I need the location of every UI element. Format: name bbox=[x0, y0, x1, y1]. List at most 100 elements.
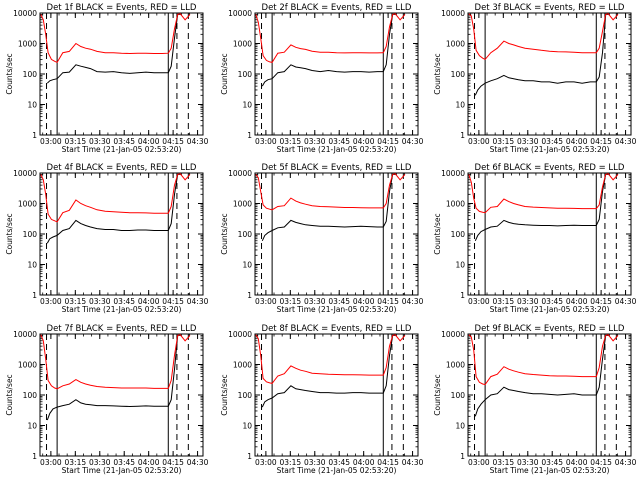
y-tick-label: 10000 bbox=[228, 9, 252, 18]
x-tick-label: 04:15 bbox=[377, 297, 399, 306]
y-tick-label: 100 bbox=[238, 391, 253, 400]
x-tick-label: 03:15 bbox=[280, 297, 302, 306]
y-tick-label: 10000 bbox=[441, 330, 465, 339]
x-tick-label: 04:30 bbox=[615, 137, 637, 146]
detector-panel: Det 2f BLACK = Events, RED = LLD 1 10 100 10… bbox=[220, 3, 424, 154]
y-tick-label: 10000 bbox=[228, 169, 252, 178]
y-tick-label: 1 bbox=[460, 131, 465, 140]
y-tick-label: 100 bbox=[23, 230, 38, 239]
x-tick-label: 04:00 bbox=[353, 458, 375, 467]
x-axis-label: Start Time (21-Jan-05 02:53:20) bbox=[490, 305, 610, 314]
x-tick-label: 03:45 bbox=[328, 458, 350, 467]
x-tick-label: 03:15 bbox=[493, 458, 515, 467]
x-tick-label: 03:00 bbox=[40, 297, 62, 306]
events-series-line bbox=[46, 13, 182, 84]
y-tick-label: 1 bbox=[32, 291, 37, 300]
x-tick-label: 03:45 bbox=[328, 137, 350, 146]
panel-title: Det 5f BLACK = Events, RED = LLD bbox=[262, 163, 412, 173]
y-tick-label: 10 bbox=[455, 261, 465, 270]
lld-series-line bbox=[468, 173, 619, 214]
x-tick-label: 03:45 bbox=[541, 297, 563, 306]
detector-panel: Det 9f BLACK = Events, RED = LLD 1 10 100 10… bbox=[433, 324, 637, 475]
lld-series-line bbox=[468, 334, 619, 386]
y-tick-label: 1 bbox=[247, 131, 252, 140]
y-tick-label: 1000 bbox=[233, 200, 252, 209]
x-tick-label: 04:30 bbox=[187, 137, 209, 146]
y-tick-label: 10 bbox=[242, 422, 252, 431]
panel-title: Det 4f BLACK = Events, RED = LLD bbox=[47, 163, 197, 173]
x-tick-label: 03:30 bbox=[304, 458, 326, 467]
x-tick-label: 03:15 bbox=[280, 458, 302, 467]
x-tick-label: 03:00 bbox=[255, 137, 277, 146]
y-axis-label: Counts/sec bbox=[5, 53, 14, 94]
x-tick-label: 03:30 bbox=[517, 297, 539, 306]
y-tick-label: 100 bbox=[451, 70, 466, 79]
x-tick-label: 04:00 bbox=[138, 458, 160, 467]
x-tick-label: 04:30 bbox=[615, 458, 637, 467]
x-tick-label: 04:00 bbox=[138, 137, 160, 146]
panel-title: Det 7f BLACK = Events, RED = LLD bbox=[47, 324, 197, 334]
detector-panel: Det 6f BLACK = Events, RED = LLD 1 10 100 10… bbox=[433, 163, 637, 314]
events-series-line bbox=[474, 173, 610, 242]
events-series-line bbox=[474, 334, 610, 417]
x-tick-label: 03:15 bbox=[65, 137, 87, 146]
x-tick-label: 04:15 bbox=[162, 297, 184, 306]
detector-panel: Det 5f BLACK = Events, RED = LLD 1 10 100 10… bbox=[220, 163, 424, 314]
y-tick-label: 1000 bbox=[18, 361, 37, 370]
x-tick-label: 03:00 bbox=[468, 137, 490, 146]
y-tick-label: 100 bbox=[238, 230, 253, 239]
x-tick-label: 04:15 bbox=[377, 458, 399, 467]
y-tick-label: 1000 bbox=[446, 40, 465, 49]
y-tick-label: 10 bbox=[27, 101, 37, 110]
x-tick-label: 04:15 bbox=[162, 137, 184, 146]
detector-panel: Det 3f BLACK = Events, RED = LLD 1 10 100 10… bbox=[433, 3, 637, 154]
x-tick-label: 04:30 bbox=[187, 458, 209, 467]
x-tick-label: 03:15 bbox=[65, 297, 87, 306]
x-tick-label: 03:30 bbox=[304, 137, 326, 146]
y-tick-label: 10 bbox=[27, 261, 37, 270]
events-series-line bbox=[261, 13, 397, 87]
panels-grid: Det 1f BLACK = Events, RED = LLD11010010… bbox=[5, 3, 637, 475]
y-axis-label: Counts/sec bbox=[433, 374, 442, 415]
x-tick-label: 03:00 bbox=[40, 458, 62, 467]
x-tick-label: 03:30 bbox=[517, 137, 539, 146]
detector-panel: Det 8f BLACK = Events, RED = LLD 1 10 100 10… bbox=[220, 324, 424, 475]
y-tick-label: 10 bbox=[455, 422, 465, 431]
lld-series-line bbox=[255, 13, 406, 63]
x-tick-label: 03:15 bbox=[493, 297, 515, 306]
lld-series-line bbox=[468, 13, 619, 61]
x-tick-label: 03:45 bbox=[113, 297, 135, 306]
y-tick-label: 10000 bbox=[13, 330, 37, 339]
y-axis-label: Counts/sec bbox=[433, 53, 442, 94]
y-axis-label: Counts/sec bbox=[220, 374, 229, 415]
x-tick-label: 04:15 bbox=[162, 458, 184, 467]
x-tick-label: 04:30 bbox=[615, 297, 637, 306]
x-tick-label: 03:30 bbox=[89, 297, 111, 306]
x-axis-label: Start Time (21-Jan-05 02:53:20) bbox=[490, 466, 610, 475]
panel-title: Det 9f BLACK = Events, RED = LLD bbox=[475, 324, 625, 334]
x-tick-label: 04:30 bbox=[402, 297, 424, 306]
x-tick-label: 03:30 bbox=[89, 137, 111, 146]
y-tick-label: 1000 bbox=[446, 361, 465, 370]
x-tick-label: 04:15 bbox=[590, 458, 612, 467]
x-axis-label: Start Time (21-Jan-05 02:53:20) bbox=[277, 145, 397, 154]
x-tick-label: 04:00 bbox=[353, 137, 375, 146]
detector-panel: Det 4f BLACK = Events, RED = LLD 1 10 100 10… bbox=[5, 163, 209, 314]
y-axis-label: Counts/sec bbox=[5, 213, 14, 254]
y-tick-label: 10000 bbox=[441, 169, 465, 178]
x-tick-label: 03:00 bbox=[468, 297, 490, 306]
y-tick-label: 100 bbox=[23, 391, 38, 400]
y-tick-label: 1000 bbox=[233, 40, 252, 49]
y-tick-label: 10000 bbox=[441, 9, 465, 18]
x-tick-label: 04:00 bbox=[566, 137, 588, 146]
detector-panel: Det 7f BLACK = Events, RED = LLD 1 10 100 10… bbox=[5, 324, 209, 475]
events-series-line bbox=[261, 173, 397, 242]
lld-series-line bbox=[255, 173, 406, 211]
x-tick-label: 03:15 bbox=[280, 137, 302, 146]
y-tick-label: 1000 bbox=[446, 200, 465, 209]
events-series-line bbox=[261, 334, 397, 408]
x-tick-label: 04:00 bbox=[566, 297, 588, 306]
x-tick-label: 03:15 bbox=[65, 458, 87, 467]
